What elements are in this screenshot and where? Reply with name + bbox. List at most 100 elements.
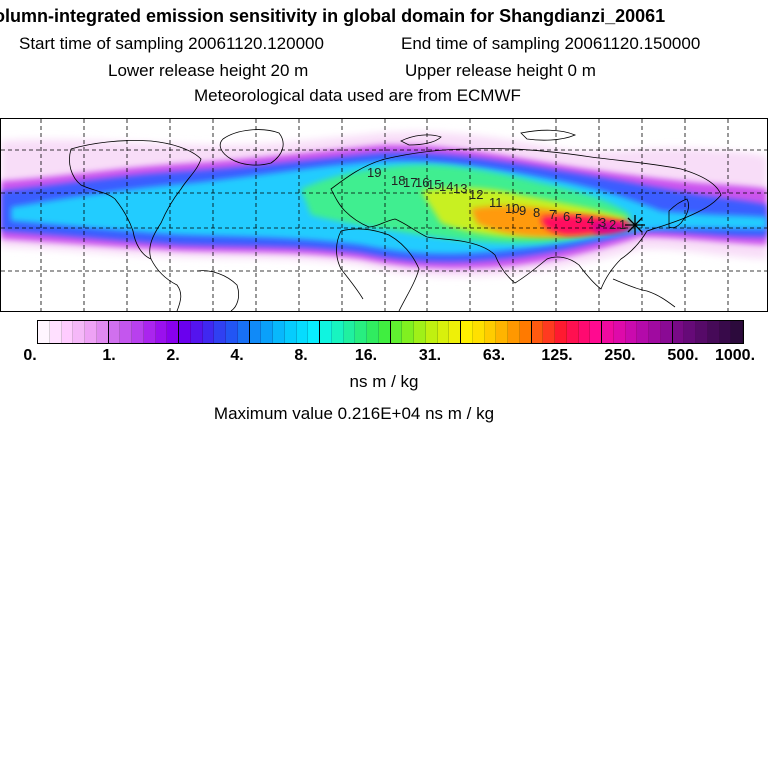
colorbar-segment <box>637 321 649 343</box>
coastlines <box>69 129 722 311</box>
colorbar-segment <box>49 321 62 343</box>
colorbar-segment <box>578 321 591 343</box>
colorbar-segment <box>61 321 74 343</box>
max-value-text: Maximum value 0.216E+04 ns m / kg <box>213 404 495 423</box>
max-value-label: Maximum value 0.216E+04 ns m / kg <box>0 404 768 424</box>
coastline-south-america <box>196 270 239 311</box>
colorbar-segment <box>73 321 85 343</box>
end-time-label: End time of sampling 20061120.150000 <box>401 34 701 53</box>
colorbar-segment <box>143 321 156 343</box>
colorbar-segment <box>543 321 555 343</box>
colorbar-segment <box>296 321 309 343</box>
colorbar-segment <box>132 321 144 343</box>
colorbar-segment <box>719 321 732 343</box>
coastline-eurasia <box>330 148 722 290</box>
colorbar-segment <box>590 321 602 343</box>
colorbar-segment <box>249 321 262 343</box>
colorbar-segment <box>367 321 379 343</box>
coastline-north-america <box>69 140 202 311</box>
colorbar-segment <box>120 321 132 343</box>
colorbar-segment <box>425 321 438 343</box>
colorbar-segment <box>108 321 121 343</box>
start-time-label: Start time of sampling 20061120.120000 <box>19 34 324 53</box>
emission-sensitivity-map: 19 18 17 16 15 14 13 12 11 10 9 8 7 6 5 4 3 2 1 <box>0 118 768 312</box>
contour-label: 14 <box>439 179 453 194</box>
coastline-africa <box>336 228 420 311</box>
colorbar-segment <box>731 321 743 343</box>
colorbar-segment <box>707 321 720 343</box>
plot-title: olumn-integrated emission sensitivity in… <box>0 6 666 26</box>
colorbar-segment <box>331 321 344 343</box>
colorbar-tick-label: 31. <box>418 347 442 364</box>
coastline-arctic-islands <box>400 129 577 146</box>
station-marker-icon <box>625 215 645 235</box>
colorbar-segment <box>167 321 179 343</box>
unit-label: ns m / kg <box>349 372 419 391</box>
upper-release-label: Upper release height 0 m <box>405 61 596 80</box>
colorbar-segment <box>273 321 285 343</box>
colorbar-tick-label: 500. <box>667 347 699 364</box>
colorbar-tick-label: 63. <box>482 347 506 364</box>
contour-label: 12 <box>469 187 483 202</box>
colorbar-segment <box>214 321 226 343</box>
contour-label: 5 <box>575 211 582 226</box>
colorbar-segment <box>85 321 97 343</box>
colorbar-segment <box>390 321 403 343</box>
coastline-greenland <box>219 129 284 166</box>
colorbar-segment <box>684 321 696 343</box>
colorbar-segment <box>696 321 708 343</box>
graticule <box>1 119 767 311</box>
met-data-label: Meteorological data used are from ECMWF <box>194 86 521 105</box>
colorbar-segment <box>649 321 661 343</box>
colorbar-tick-label: 2. <box>166 347 180 364</box>
contour-label: 15 <box>427 177 441 192</box>
contour-label: 13 <box>453 181 467 196</box>
lower-release-label: Lower release height 20 m <box>108 61 309 80</box>
contour-label: 6 <box>563 209 570 224</box>
coastline-japan <box>668 198 689 229</box>
colorbar-segment <box>38 321 50 343</box>
colorbar-tick-label: 125. <box>541 347 573 364</box>
contour-label: 18 <box>391 173 405 188</box>
contour-label: 3 <box>599 215 606 230</box>
colorbar-segment <box>461 321 473 343</box>
colorbar-segment <box>437 321 450 343</box>
colorbar-segment <box>155 321 168 343</box>
colorbar-segment <box>531 321 544 343</box>
colorbar-tick-label: 0. <box>23 347 37 364</box>
colorbar-segment <box>449 321 461 343</box>
contour-label: 7 <box>549 207 556 222</box>
contour-label: 16 <box>415 175 429 190</box>
colorbar-segment <box>320 321 332 343</box>
colorbar-segment <box>519 321 532 343</box>
contour-label: 1 <box>619 217 626 232</box>
contour-label: 2 <box>609 217 616 232</box>
colorbar-tick-label: 250. <box>604 347 636 364</box>
colorbar-segment <box>179 321 191 343</box>
colorbar-segment <box>308 321 320 343</box>
colorbar-tick-label: 1000. <box>714 347 756 364</box>
colorbar-segment <box>602 321 614 343</box>
colorbar-segment <box>96 321 109 343</box>
colorbar-segment <box>414 321 426 343</box>
colorbar-segment <box>508 321 520 343</box>
coastline-se-asia <box>612 278 676 308</box>
colorbar-segment <box>625 321 638 343</box>
colorbar-segment <box>202 321 215 343</box>
plume-layers <box>1 131 767 277</box>
contour-label: 17 <box>403 175 417 190</box>
colorbar-tick-label: 8. <box>294 347 308 364</box>
colorbar-tick-label: 4. <box>230 347 244 364</box>
colorbar-tick-label: 16. <box>354 347 378 364</box>
colorbar-segment <box>355 321 367 343</box>
colorbar-segment <box>566 321 579 343</box>
colorbar-segment <box>496 321 508 343</box>
colorbar-segment <box>226 321 238 343</box>
colorbar-segment <box>378 321 391 343</box>
colorbar-segment <box>613 321 626 343</box>
colorbar-segment <box>190 321 203 343</box>
colorbar-segment <box>402 321 414 343</box>
colorbar-tick-label: 1. <box>102 347 116 364</box>
contour-label: 10 <box>505 201 519 216</box>
contour-label: 9 <box>519 203 526 218</box>
